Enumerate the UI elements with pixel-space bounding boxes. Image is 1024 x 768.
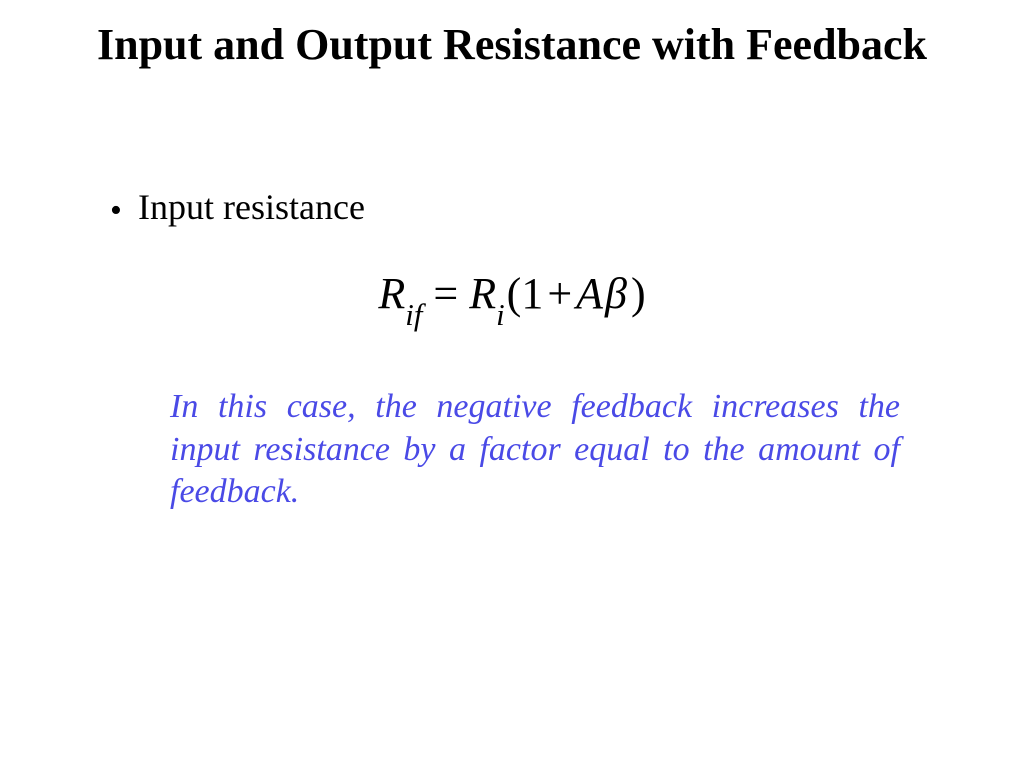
input-resistance-formula: Rif = Ri(1+Aβ)	[0, 268, 1024, 326]
formula-eq: =	[422, 269, 469, 318]
formula-one: 1	[521, 269, 543, 318]
bullet-text: Input resistance	[138, 188, 365, 228]
slide: Input and Output Resistance with Feedbac…	[0, 0, 1024, 768]
formula-close: )	[631, 269, 646, 318]
slide-title: Input and Output Resistance with Feedbac…	[0, 20, 1024, 71]
formula-R: R	[378, 269, 405, 318]
formula-beta: β	[605, 269, 627, 318]
explanation-note: In this case, the negative feedback incr…	[170, 386, 900, 514]
bullet-item: • Input resistance	[110, 188, 365, 228]
formula-A: A	[576, 269, 603, 318]
bullet-marker: •	[110, 194, 138, 228]
formula-sub-i: i	[496, 298, 505, 332]
formula-sub-if: if	[405, 298, 422, 332]
formula-plus: +	[547, 269, 572, 318]
formula-R2: R	[469, 269, 496, 318]
formula-open: (	[507, 269, 522, 318]
